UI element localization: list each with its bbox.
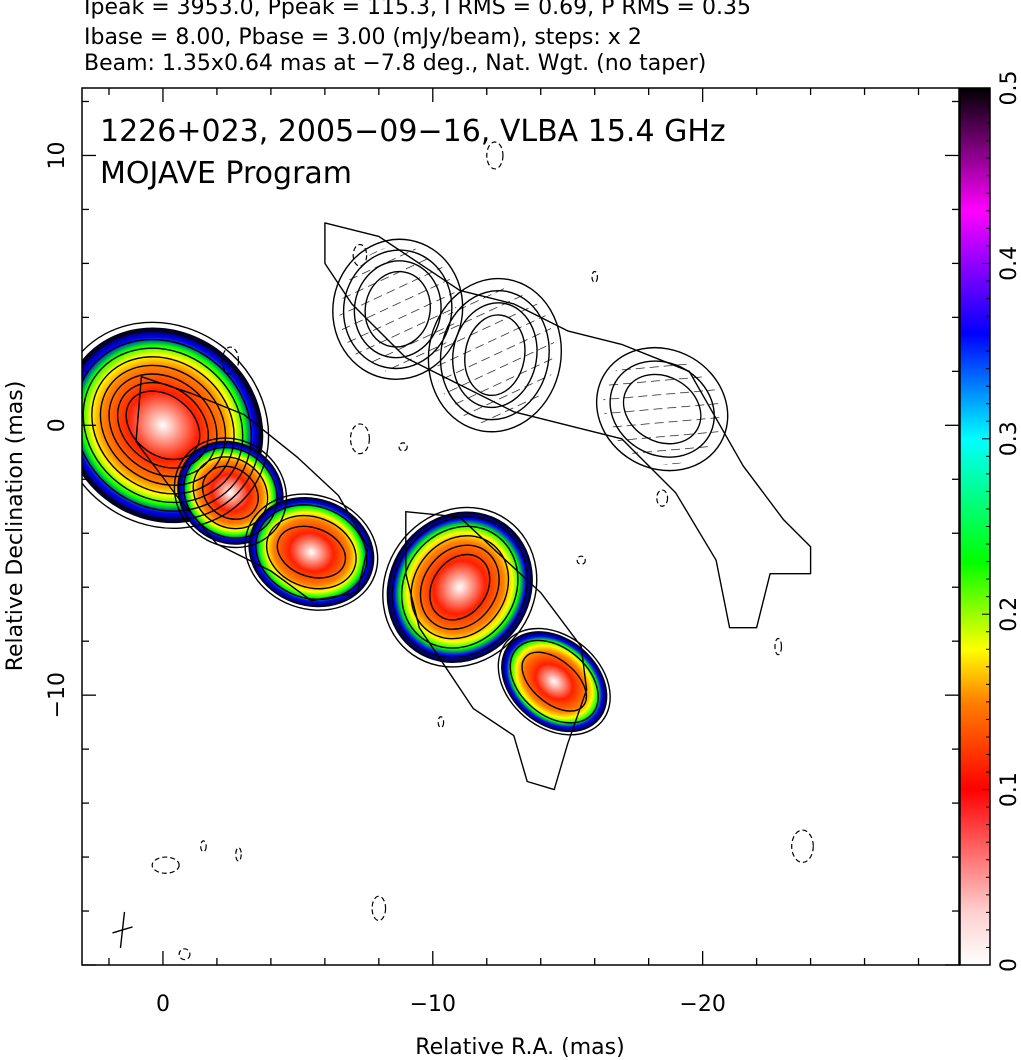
- intensity-contour: [451, 302, 538, 409]
- noise-contour-layer: [112, 141, 814, 961]
- header-line-3: Beam: 1.35x0.64 mas at −7.8 deg., Nat. W…: [84, 51, 707, 76]
- x-axis-ticks: 0 −10 −20: [108, 88, 920, 1017]
- noise-contour: [178, 948, 191, 961]
- intensity-contour: [265, 514, 357, 590]
- x-tick-label: −20: [679, 992, 725, 1017]
- plot-frame: [81, 87, 960, 966]
- intensity-contour: [427, 277, 563, 433]
- intensity-contour: [595, 346, 729, 472]
- intensity-contour: [255, 504, 368, 601]
- intensity-contour: [244, 493, 379, 611]
- intensity-contour: [364, 270, 431, 348]
- polarization-vectors: [339, 246, 457, 373]
- y-tick-label: 10: [45, 141, 70, 169]
- colorbar-tick-label: 0.1: [997, 772, 1021, 807]
- intensity-contour: [201, 465, 259, 520]
- intensity-contour: [391, 516, 529, 659]
- outer-contour: [135, 376, 369, 602]
- intensity-contour: [91, 356, 235, 495]
- colorbar-tick-label: 0.4: [997, 246, 1021, 281]
- noise-contour: [791, 829, 814, 864]
- intensity-contour: [116, 381, 209, 469]
- colorbar: [959, 87, 991, 966]
- noise-contour: [371, 895, 387, 922]
- polarization-vectors: [603, 353, 722, 465]
- noise-contour: [235, 847, 242, 862]
- fractional-polarization-layer: [82, 327, 608, 733]
- x-tick-label: −10: [410, 992, 456, 1017]
- header-line-1: Ipeak = 3953.0, Ppeak = 115.3, I RMS = 0…: [84, 0, 751, 20]
- intensity-contour: [82, 330, 261, 521]
- noise-contour: [221, 346, 240, 375]
- intensity-contour: [192, 456, 269, 530]
- colorbar-tick-label: 0: [997, 958, 1021, 972]
- outer-contour: [324, 222, 812, 629]
- annotation-program: MOJAVE Program: [100, 156, 352, 191]
- intensity-contour: [429, 553, 491, 621]
- noise-contour: [437, 716, 445, 729]
- fractional-polarization-patch: [248, 497, 375, 608]
- intensity-contour: [183, 446, 278, 539]
- noise-contour: [398, 442, 408, 452]
- intensity-contour: [400, 525, 519, 649]
- polarization-vector-layer: [339, 246, 722, 465]
- noise-contour: [486, 141, 504, 170]
- fractional-polarization-patch: [386, 511, 533, 663]
- colorbar-tick-label: 0.2: [997, 597, 1021, 632]
- annotation-source: 1226+023, 2005−09−16, VLBA 15.4 GHz: [100, 114, 726, 149]
- noise-contour: [200, 840, 207, 853]
- intensity-contour: [382, 506, 538, 668]
- intensity-contour: [276, 525, 347, 579]
- intensity-contour-layer: [82, 222, 812, 791]
- y-tick-label: −10: [45, 672, 70, 718]
- intensity-contour: [82, 338, 253, 512]
- outer-contour: [405, 511, 588, 791]
- intensity-contour: [332, 238, 464, 380]
- noise-contour: [151, 856, 180, 874]
- noise-contour: [576, 555, 586, 565]
- intensity-contour: [99, 364, 227, 486]
- intensity-contour: [82, 321, 270, 529]
- y-axis-label: Relative Declination (mas): [3, 381, 28, 672]
- intensity-contour: [439, 289, 550, 421]
- intensity-contour: [419, 544, 500, 630]
- y-tick-label: 0: [45, 418, 70, 432]
- intensity-contour: [521, 651, 588, 712]
- y-axis-ticks: 10 0 −10: [45, 100, 959, 966]
- intensity-contour: [622, 373, 702, 445]
- intensity-contour: [82, 347, 244, 504]
- intensity-contour: [410, 535, 510, 640]
- colorbar-tick-label: 0.5: [997, 71, 1021, 106]
- x-axis-label: Relative R.A. (mas): [415, 1035, 624, 1060]
- colorbar-ticks: 0 0.1 0.2 0.3 0.4 0.5: [982, 71, 1021, 972]
- noise-contour: [349, 423, 370, 455]
- intensity-contour: [497, 627, 611, 736]
- header-line-2: Ibase = 8.00, Pbase = 3.00 (mJy/beam), s…: [84, 25, 642, 50]
- intensity-contour: [342, 249, 453, 370]
- beam-marker: [119, 911, 126, 948]
- noise-contour: [774, 637, 783, 656]
- intensity-contour: [464, 314, 526, 397]
- x-tick-label: 0: [156, 992, 170, 1017]
- intensity-contour: [125, 390, 201, 461]
- colorbar-tick-label: 0.3: [997, 421, 1021, 456]
- intensity-contour: [353, 260, 442, 359]
- intensity-contour: [173, 437, 288, 549]
- intensity-contour: [509, 639, 599, 724]
- noise-contour: [352, 243, 368, 267]
- noise-contour: [591, 270, 599, 283]
- noise-contour: [656, 489, 669, 507]
